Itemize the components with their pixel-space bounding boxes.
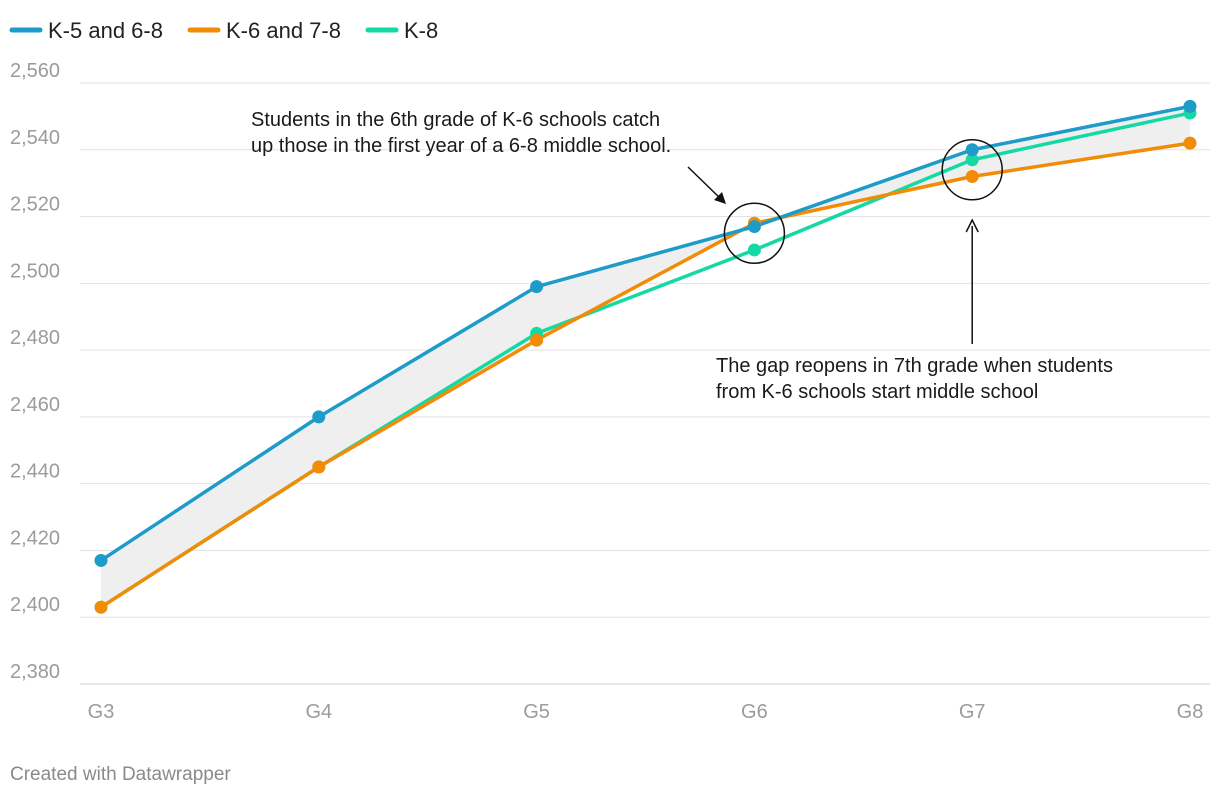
x-tick-label: G8 (1177, 701, 1204, 723)
y-gridlines: 2,380 2,400 2,420 2,440 2,460 2,480 2,500 2,520… (10, 60, 1210, 685)
range-area (101, 106, 1190, 608)
annotation-line: up those in the first year of a 6-8 midd… (251, 135, 671, 157)
y-tick-label: 2,460 (10, 394, 60, 416)
annotation-line: from K-6 schools start middle school (716, 381, 1038, 403)
series-line (99, 104, 1192, 563)
annotation-circle (723, 202, 786, 264)
data-point (965, 169, 979, 183)
x-tick-label: G3 (88, 701, 115, 723)
data-point (94, 553, 108, 567)
annotation-text: The gap reopens in 7th grade when studen… (716, 355, 1113, 403)
data-point (312, 460, 326, 474)
x-tick-label: G5 (523, 701, 550, 723)
y-tick-label: 2,540 (10, 127, 60, 149)
y-tick-label: 2,500 (10, 260, 60, 282)
annotation-arrow (687, 166, 723, 201)
annotation-arrowhead (714, 192, 726, 204)
y-tick-label: 2,560 (10, 60, 60, 82)
annotation-circle (941, 139, 1003, 201)
series-line (99, 141, 1192, 609)
data-point (530, 280, 544, 294)
y-tick-label: 2,520 (10, 194, 60, 216)
y-tick-label: 2,440 (10, 461, 60, 483)
data-point (965, 143, 979, 157)
data-point (747, 243, 761, 257)
data-point (747, 220, 761, 234)
x-tick-label: G4 (305, 701, 332, 723)
y-tick-label: 2,400 (10, 594, 60, 616)
legend-label: K-6 and 7-8 (226, 18, 341, 43)
data-point (530, 333, 544, 347)
data-point (965, 153, 979, 167)
y-tick-label: 2,420 (10, 527, 60, 549)
annotation-text: Students in the 6th grade of K-6 schools… (251, 109, 671, 157)
annotation-line: The gap reopens in 7th grade when studen… (716, 355, 1113, 377)
y-tick-label: 2,380 (10, 661, 60, 683)
line-chart: 2,380 2,400 2,420 2,440 2,460 2,480 2,500 2,520… (9, 18, 1210, 723)
credit-text: Created with Datawrapper (10, 764, 231, 785)
y-tick-label: 2,480 (10, 327, 60, 349)
data-point (94, 600, 108, 614)
data-point (312, 410, 326, 424)
annotation-arrowhead (965, 218, 979, 233)
x-tick-label: G6 (741, 701, 768, 723)
annotation-line: Students in the 6th grade of K-6 schools… (251, 109, 660, 131)
data-point (1183, 136, 1197, 150)
legend-label: K-8 (404, 18, 438, 43)
data-point (1183, 99, 1197, 113)
x-tick-label: G7 (959, 701, 986, 723)
legend-label: K-5 and 6-8 (48, 18, 163, 43)
